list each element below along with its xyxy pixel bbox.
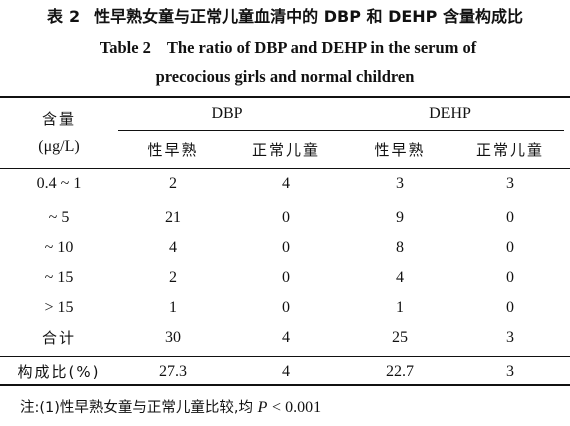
table-cell: 3	[506, 329, 514, 346]
table-cell: 21	[165, 209, 181, 226]
table-cell: 3	[396, 175, 404, 192]
table-title-en-line1: Table 2 The ratio of DBP and DEHP in the …	[0, 37, 570, 59]
table-cell: 4	[282, 175, 290, 192]
row-label: ~ 15	[44, 269, 74, 286]
table-cell: 3	[506, 363, 514, 380]
table-cell: 4	[169, 239, 177, 256]
table-cell: 1	[396, 299, 404, 316]
table-title-en-prefix: Table 2	[99, 38, 151, 57]
footnote-p-value: < 0.001	[272, 399, 322, 416]
table-cell: 2	[169, 269, 177, 286]
table-cell: 30	[165, 329, 181, 346]
table-title-zh: 表 2 性早熟女童与正常儿童血清中的 DBP 和 DEHP 含量构成比	[0, 6, 570, 28]
table-cell: 25	[392, 329, 408, 346]
table-cell: 4	[396, 269, 404, 286]
table-cell: 2	[169, 175, 177, 192]
row-label-header: 含量	[41, 110, 76, 128]
table-footnote: 注:(1)性早熟女童与正常儿童比较,均 P < 0.001	[20, 398, 321, 418]
row-label: 0.4 ~ 1	[36, 175, 82, 192]
table-title-en-line2: precocious girls and normal children	[155, 67, 415, 86]
table-cell: 0	[506, 299, 514, 316]
table-cell: 8	[396, 239, 404, 256]
table-cell: 0	[282, 269, 290, 286]
row-label-unit: (μg/L)	[38, 138, 80, 155]
table-cell: 27.3	[159, 363, 187, 380]
table-cell: 3	[506, 175, 514, 192]
group-header-dehp: DEHP	[429, 105, 471, 122]
group-header-dbp: DBP	[211, 105, 243, 122]
subcolumn-header: 性早熟	[147, 141, 199, 159]
table-cell: 4	[282, 363, 290, 380]
subcolumn-header: 正常儿童	[475, 141, 544, 159]
footnote-text: 注:(1)性早熟女童与正常儿童比较,均	[20, 400, 254, 416]
table-top-rule	[0, 96, 570, 98]
table-cell: 22.7	[386, 363, 414, 380]
footnote-p-symbol: P	[257, 399, 268, 416]
table-cell: 0	[282, 239, 290, 256]
row-label: ~ 10	[44, 239, 74, 256]
table-cell: 4	[282, 329, 290, 346]
table-cell: 0	[282, 299, 290, 316]
table-header-rule	[0, 168, 570, 169]
table-cell: 9	[396, 209, 404, 226]
table-cell: 0	[506, 239, 514, 256]
row-label: 合计	[41, 329, 76, 347]
row-label: > 15	[44, 299, 74, 316]
subcolumn-header: 性早熟	[374, 141, 426, 159]
table-group-rule	[118, 130, 564, 131]
table-title-en-text-1: The ratio of DBP and DEHP in the serum o…	[166, 38, 477, 57]
row-label: ~ 5	[48, 209, 70, 226]
table-summary-rule	[0, 356, 570, 357]
table-cell: 0	[506, 269, 514, 286]
table-title-zh-prefix: 表	[47, 7, 64, 26]
table-cell: 0	[506, 209, 514, 226]
table-title-zh-text: 性早熟女童与正常儿童血清中的 DBP 和 DEHP 含量构成比	[94, 7, 523, 26]
table-cell: 0	[282, 209, 290, 226]
table-title-zh-number: 2	[69, 7, 81, 26]
row-label: 构成比(%)	[17, 363, 101, 381]
subcolumn-header: 正常儿童	[251, 141, 320, 159]
table-bottom-rule	[0, 384, 570, 386]
table-cell: 1	[169, 299, 177, 316]
